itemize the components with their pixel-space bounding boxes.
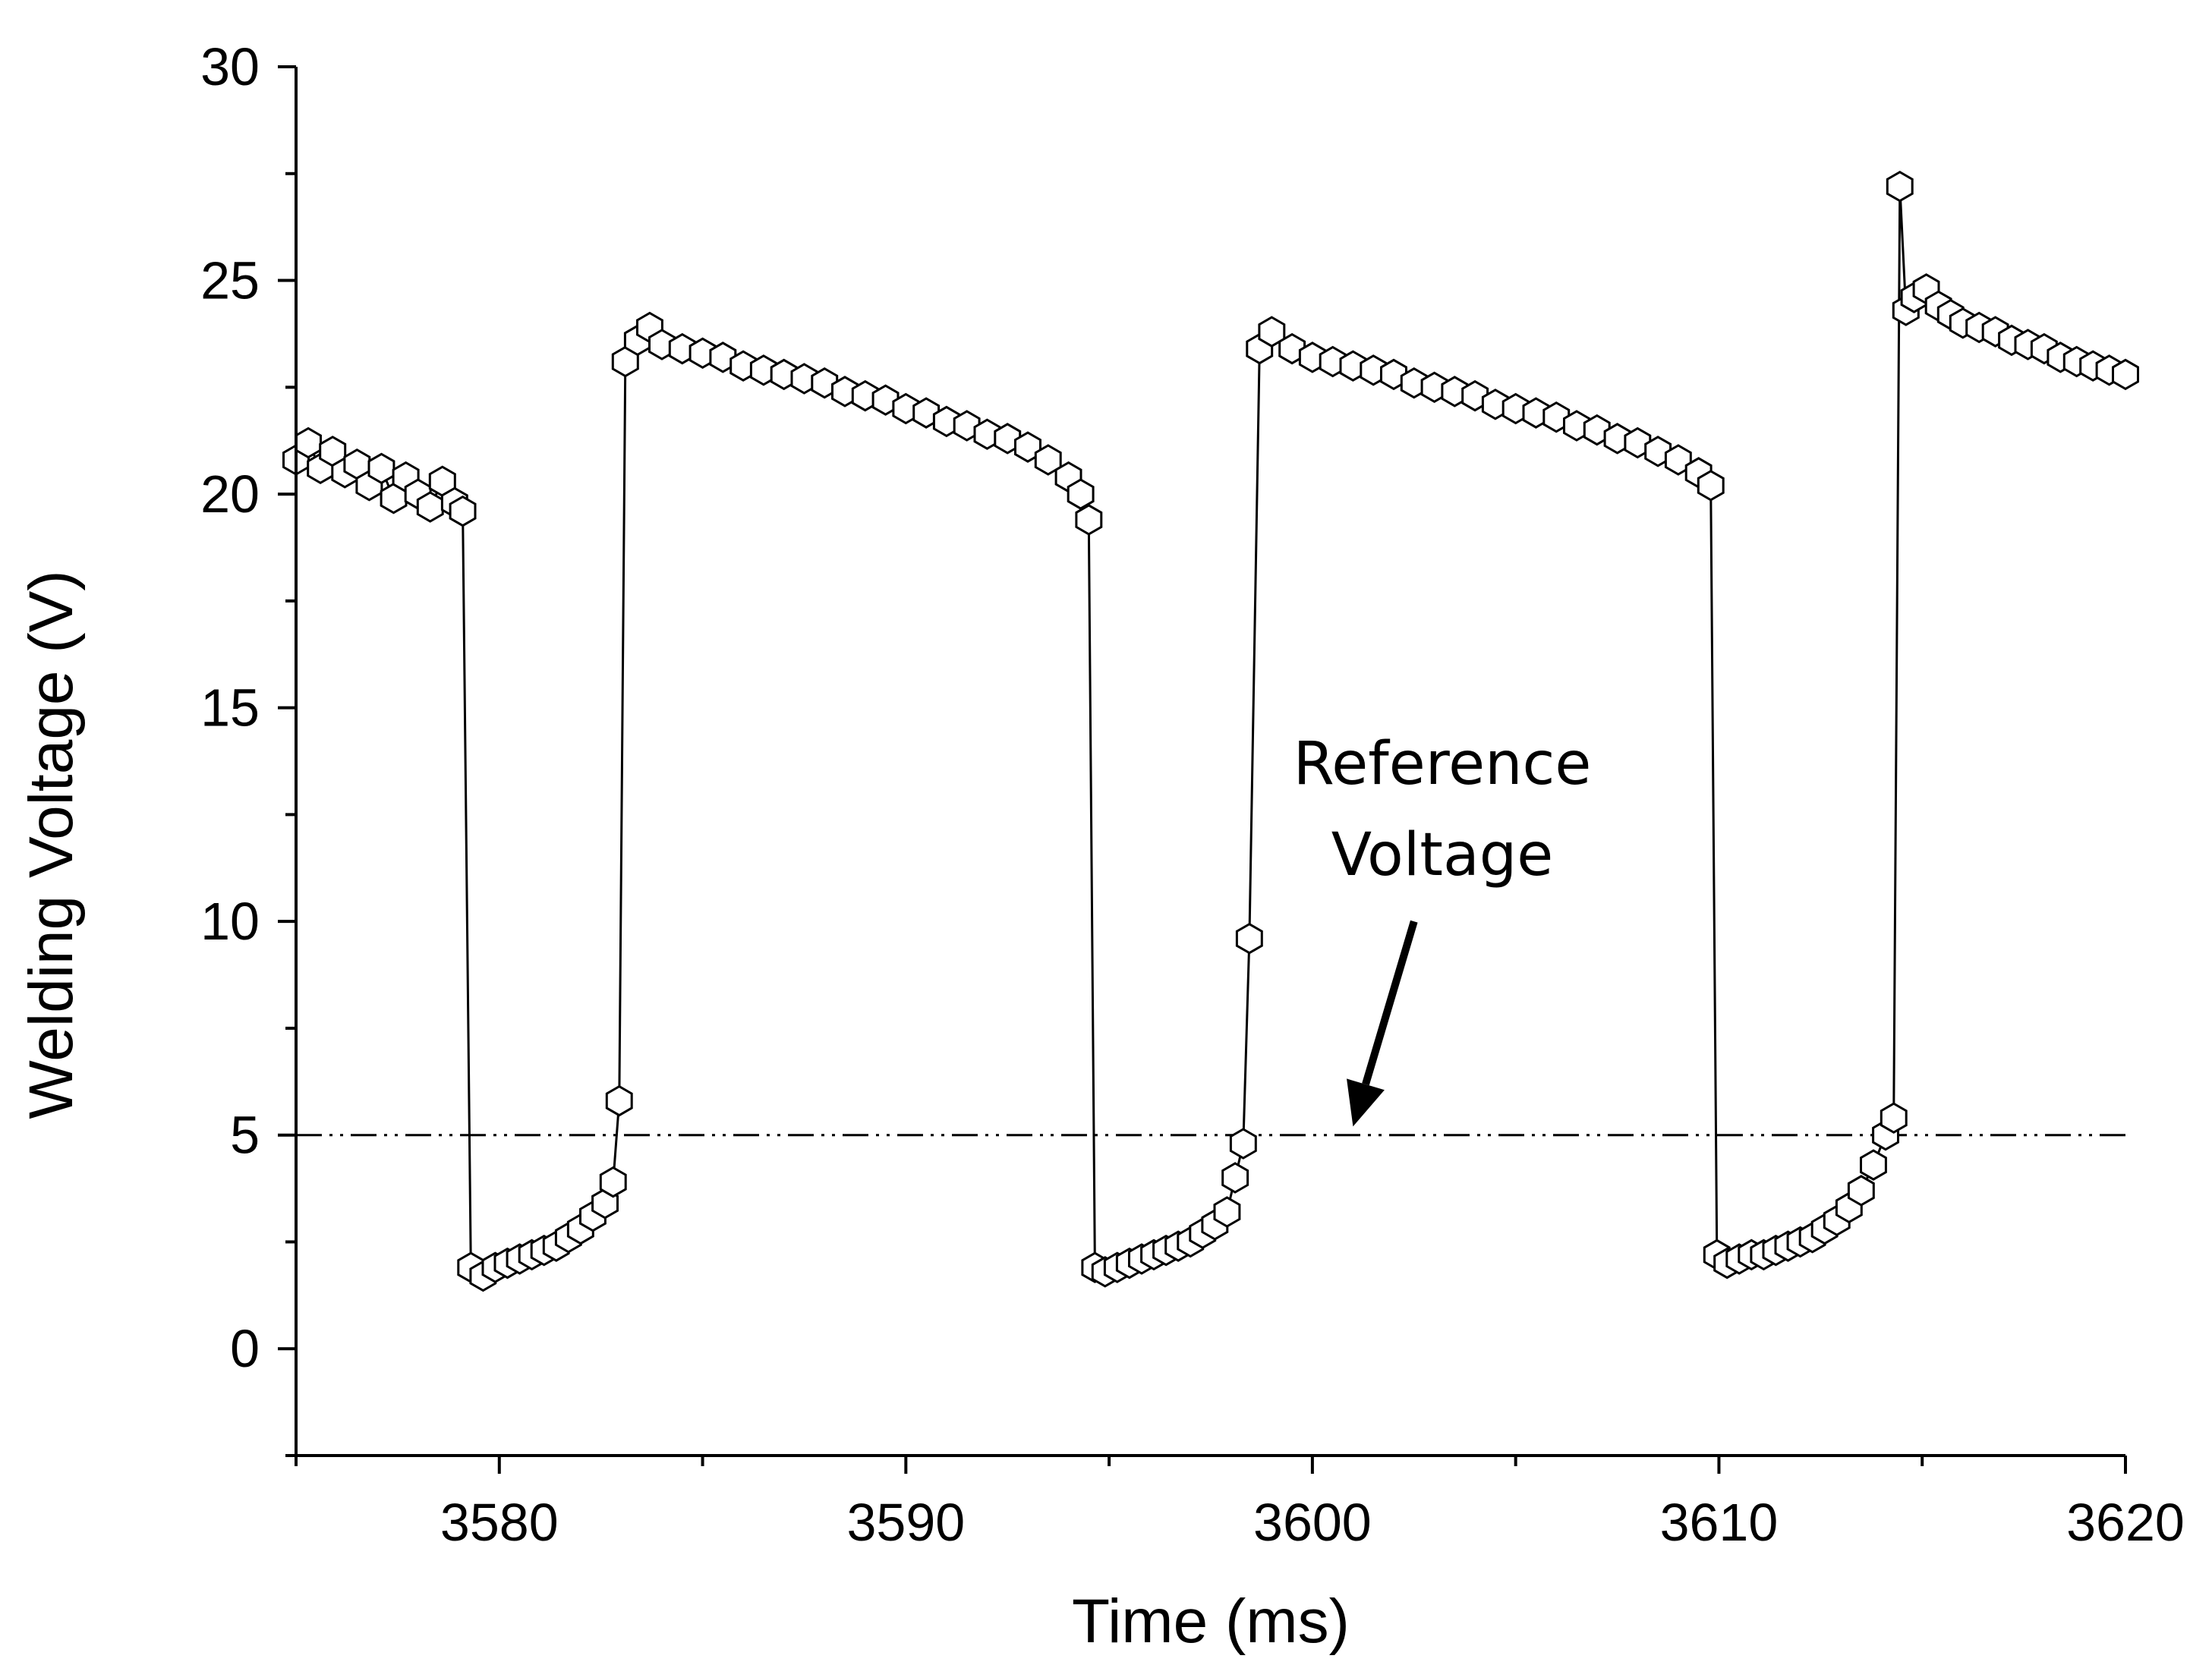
data-point (1380, 358, 1407, 391)
x-tick-label: 3590 (846, 1493, 965, 1552)
data-point (1664, 444, 1692, 476)
data-point (1603, 423, 1631, 455)
y-tick-label: 20 (200, 464, 260, 524)
data-point (1258, 316, 1286, 348)
y-tick-label: 5 (230, 1106, 260, 1165)
y-tick-label: 10 (200, 892, 260, 951)
data-point (1644, 436, 1672, 467)
data-point (994, 423, 1022, 455)
data-point (749, 354, 777, 386)
data-point (1461, 379, 1489, 412)
data-point (1278, 332, 1306, 365)
data-point (1339, 350, 1367, 382)
data-point (912, 397, 941, 429)
data-point (1441, 376, 1469, 408)
data-point (1400, 367, 1428, 399)
data-point (811, 367, 839, 399)
data-point (1886, 170, 1914, 203)
y-tick-label: 30 (200, 37, 260, 96)
data-point (1624, 426, 1652, 459)
data-point (295, 426, 322, 459)
data-point (790, 363, 818, 395)
y-axis-title: Welding Voltage (V) (17, 570, 86, 1119)
data-point (648, 329, 676, 360)
annotation-arrow-head (1347, 1078, 1385, 1127)
data-point (871, 384, 900, 416)
axes-layer (295, 67, 2125, 1457)
x-axis-title: Time (ms) (1072, 1587, 1350, 1656)
data-point (953, 410, 981, 442)
data-point (367, 452, 395, 485)
data-point (1075, 504, 1103, 536)
data-point (605, 1084, 633, 1117)
data-point (1563, 410, 1590, 442)
data-point (1847, 1175, 1875, 1207)
annotation-arrow-shaft (1362, 920, 1418, 1086)
data-point (688, 337, 717, 370)
data-point (831, 376, 859, 408)
data-point (1319, 345, 1347, 378)
data-point (2112, 358, 2139, 391)
data-point (892, 392, 920, 425)
y-tick-label: 25 (200, 251, 260, 310)
data-point (416, 491, 444, 523)
x-tick-label: 3580 (440, 1493, 559, 1552)
data-point (1235, 922, 1263, 955)
data-point (1420, 371, 1448, 404)
data-point (1298, 341, 1326, 373)
data-point (932, 405, 960, 438)
data-point (1860, 1149, 1887, 1181)
series-line (295, 186, 2126, 1278)
ticks-layer: 0 5 10 15 20 25 30 3580 3590 3600 3610 3620 (200, 37, 2185, 1552)
labels-layer: Time (ms) Welding Voltage (V) (17, 570, 1350, 1656)
data-point (1880, 1102, 1908, 1134)
x-tick-label: 3610 (1660, 1493, 1779, 1552)
series-layer (282, 170, 2139, 1292)
data-point (599, 1166, 627, 1198)
x-tick-label: 3600 (1253, 1493, 1372, 1552)
data-point (1697, 470, 1725, 502)
data-point (851, 379, 879, 412)
data-point (709, 341, 737, 373)
reference-voltage-annotation: Reference Voltage (1293, 730, 1592, 1127)
data-point (1501, 392, 1530, 425)
data-point (1542, 401, 1571, 433)
data-point (1067, 478, 1095, 510)
data-point (1583, 414, 1611, 446)
data-point (1360, 354, 1388, 386)
data-point (1481, 389, 1509, 420)
data-point (1221, 1162, 1249, 1194)
data-point (668, 332, 696, 365)
y-tick-label: 0 (230, 1319, 260, 1378)
y-tick-label: 15 (200, 678, 260, 738)
x-tick-label: 3620 (2066, 1493, 2185, 1552)
data-point (1229, 1128, 1257, 1160)
annotation-text-line-1: Reference (1293, 730, 1592, 798)
annotation-text-line-2: Voltage (1331, 821, 1554, 889)
data-point (770, 358, 798, 391)
data-point (449, 495, 477, 527)
data-point (1014, 431, 1041, 463)
data-point (973, 418, 1001, 450)
data-point (1522, 397, 1550, 429)
data-point (1213, 1196, 1241, 1228)
data-point (729, 350, 758, 382)
data-point (1034, 444, 1062, 476)
